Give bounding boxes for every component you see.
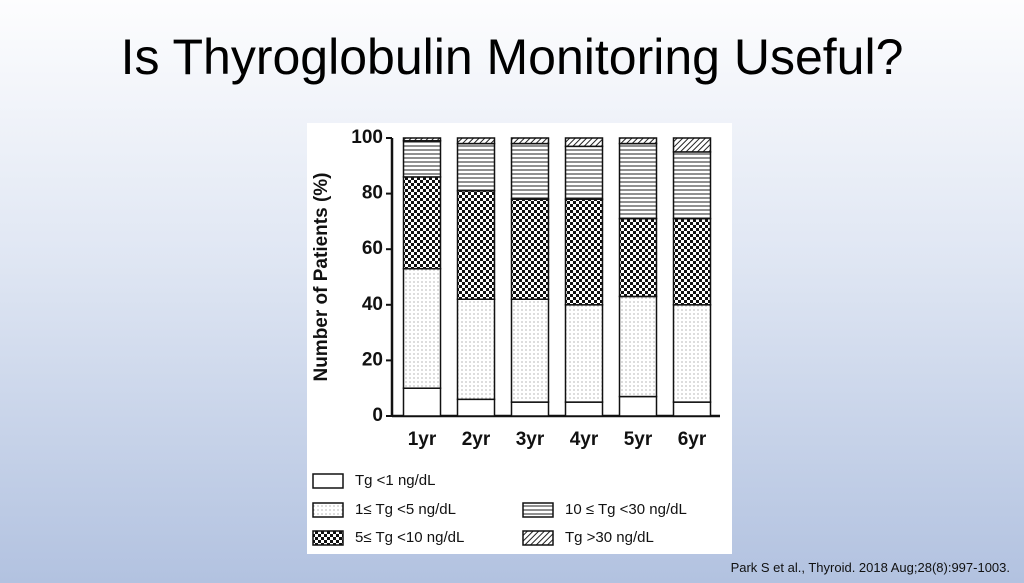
bar-segment: [672, 137, 712, 153]
bar-segment: [564, 137, 604, 148]
legend-swatch: [312, 502, 344, 518]
x-tick-label: 5yr: [624, 429, 653, 450]
bar-segment: [564, 304, 604, 403]
y-tick-label: 40: [362, 294, 383, 315]
bar-segment: [456, 398, 496, 417]
bar-segment: [618, 295, 658, 398]
bar-segment: [402, 267, 442, 389]
x-tick-label: 6yr: [678, 429, 707, 450]
x-tick-label: 3yr: [516, 429, 545, 450]
bar-segment: [618, 137, 658, 145]
bar-segment: [510, 137, 550, 145]
bar-segment: [402, 140, 442, 178]
legend-label: 1≤ Tg <5 ng/dL: [355, 501, 456, 518]
bar-segment: [456, 142, 496, 192]
bar-segment: [564, 198, 604, 306]
bar-segment: [618, 142, 658, 220]
legend-swatch: [522, 502, 554, 518]
legend-swatch: [522, 530, 554, 546]
bar-segment: [672, 304, 712, 403]
y-tick-label: 60: [362, 238, 383, 259]
bar-segment: [456, 190, 496, 300]
x-tick-label: 1yr: [408, 429, 437, 450]
bar-segment: [456, 137, 496, 145]
legend-label: Tg >30 ng/dL: [565, 529, 654, 546]
bar-segment: [510, 198, 550, 300]
legend-label: 5≤ Tg <10 ng/dL: [355, 529, 464, 546]
bar-segment: [564, 145, 604, 200]
y-axis-label: Number of Patients (%): [311, 172, 332, 381]
y-tick-label: 100: [351, 127, 383, 148]
slide-title: Is Thyroglobulin Monitoring Useful?: [120, 29, 904, 85]
bar-segment: [402, 137, 442, 142]
bar-segment: [510, 142, 550, 200]
citation: Park S et al., Thyroid. 2018 Aug;28(8):9…: [730, 560, 1010, 575]
legend-label: 10 ≤ Tg <30 ng/dL: [565, 501, 687, 518]
y-tick-label: 80: [362, 183, 383, 204]
bar-segment: [402, 176, 442, 270]
bar-segment: [672, 217, 712, 306]
bar-segment: [618, 395, 658, 417]
x-tick-label: 4yr: [570, 429, 599, 450]
legend-swatch: [312, 530, 344, 546]
bar-segment: [456, 298, 496, 401]
y-tick-label: 20: [362, 349, 383, 370]
legend-label: Tg <1 ng/dL: [355, 472, 435, 489]
x-tick-label: 2yr: [462, 429, 491, 450]
bar-segment: [672, 401, 712, 417]
bar-segment: [618, 217, 658, 298]
bar-segment: [672, 151, 712, 220]
bar-segment: [564, 401, 604, 417]
legend-swatch: [312, 473, 344, 489]
bar-segment: [510, 298, 550, 403]
bar-segment: [510, 401, 550, 417]
bar-segment: [402, 387, 442, 417]
y-tick-label: 0: [372, 405, 383, 426]
